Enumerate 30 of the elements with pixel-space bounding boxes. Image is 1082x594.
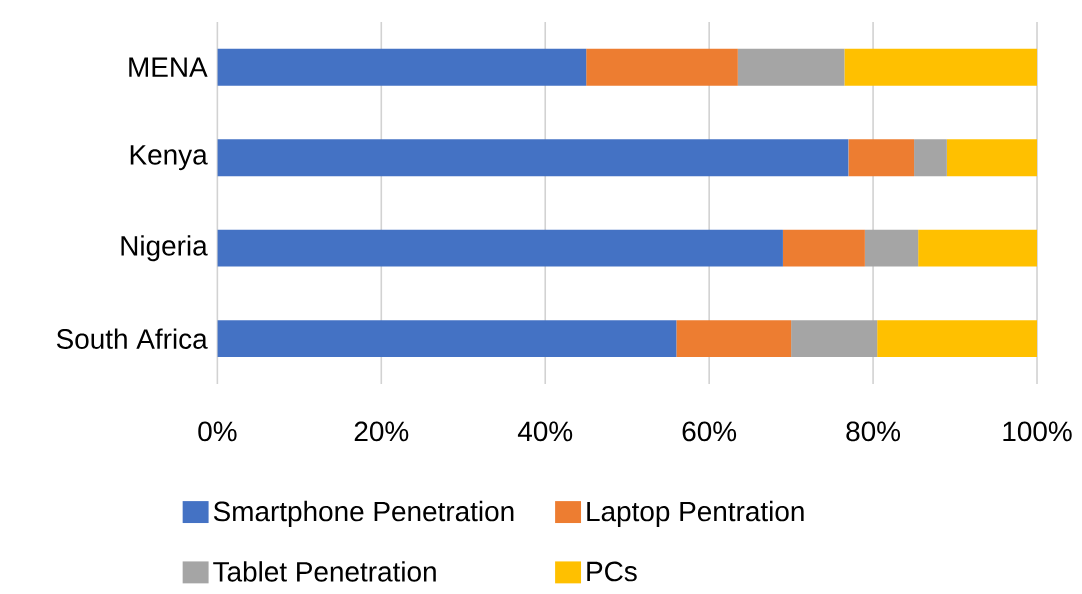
bar	[918, 229, 1037, 267]
legend-label: Smartphone Penetration	[213, 501, 514, 528]
bar	[946, 139, 1037, 177]
x-tick-label: 80%	[846, 421, 901, 442]
bar	[217, 320, 677, 358]
x-tick-label: 0%	[198, 421, 237, 442]
x-tick-label: 60%	[682, 421, 737, 442]
bar	[864, 229, 919, 267]
x-tick-label: 100%	[1003, 421, 1072, 442]
bar	[782, 229, 865, 267]
y-tick-label: South Africa	[56, 328, 208, 350]
y-tick-label: Kenya	[130, 145, 208, 171]
bar	[217, 139, 849, 177]
bar	[877, 320, 1037, 358]
bar	[676, 320, 792, 358]
bar	[914, 139, 947, 177]
bar	[844, 48, 1037, 86]
x-tick-label: 20%	[354, 421, 409, 442]
bar	[737, 48, 845, 86]
bar	[217, 229, 783, 267]
x-tick-label: 40%	[517, 421, 573, 442]
bar	[217, 48, 587, 86]
bar	[586, 48, 738, 86]
legend-label: Laptop Pentration	[587, 501, 804, 528]
y-tick-label: MENA	[129, 57, 208, 78]
bar	[791, 320, 878, 358]
legend-label: Tablet Penetration	[213, 561, 436, 582]
legend-label: PCs	[587, 561, 637, 582]
y-tick-label: Nigeria	[121, 235, 208, 262]
bar	[848, 139, 915, 177]
